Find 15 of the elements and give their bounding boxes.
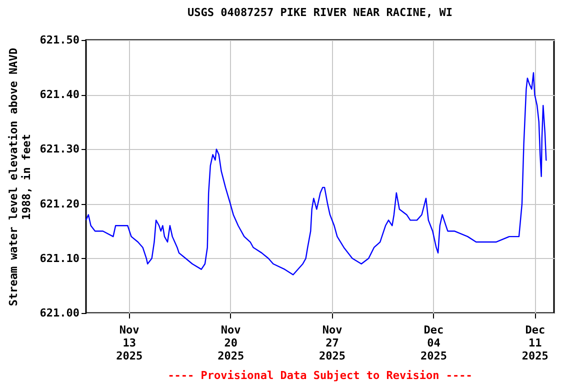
line-series bbox=[85, 72, 548, 276]
y-tick-label: 621.10 bbox=[40, 252, 80, 265]
y-tick-label: 621.00 bbox=[40, 306, 80, 320]
y-tick-label: 621.50 bbox=[40, 34, 80, 46]
x-tick-label: Nov 20 2025 bbox=[218, 324, 244, 362]
x-tick-label: Dec 04 2025 bbox=[420, 324, 447, 362]
y-axis-title: Stream water level elevation above NAVD 1988, in feet bbox=[6, 47, 33, 306]
y-tick-label: 621.30 bbox=[40, 142, 80, 156]
text: ---- Provisional Data Subject to Revision ---- bbox=[168, 369, 472, 382]
x-tick-label: Nov 27 2025 bbox=[319, 324, 346, 362]
y-tick-label: 621.20 bbox=[40, 197, 80, 210]
chart-title: USGS 04087257 PIKE RIVER NEAR RACINE, WI bbox=[188, 6, 452, 19]
x-tick-label: Dec 11 2025 bbox=[522, 324, 548, 362]
x-tick-label: Nov 13 2025 bbox=[116, 324, 143, 362]
y-tick-label: 621.40 bbox=[40, 88, 80, 102]
